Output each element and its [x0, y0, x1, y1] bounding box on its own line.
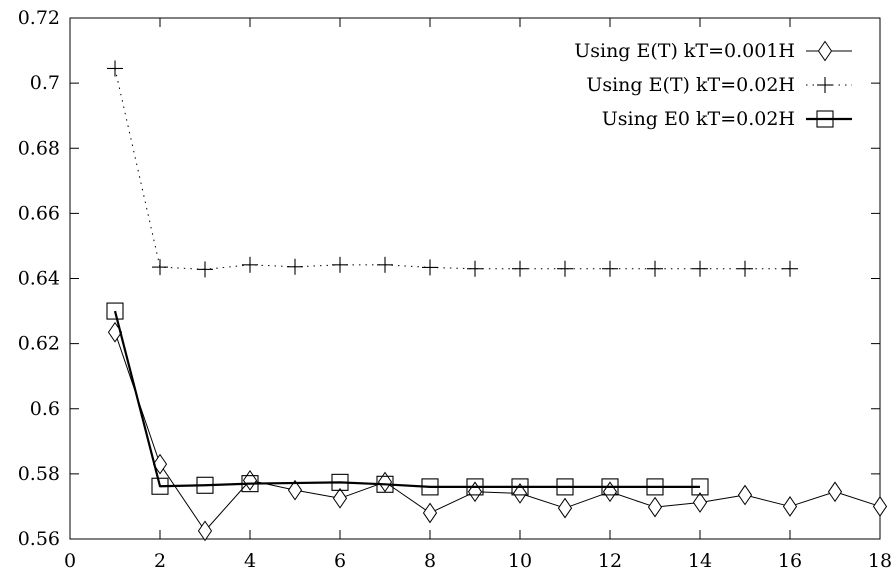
- data-point: [556, 478, 574, 496]
- data-point: [602, 260, 618, 277]
- data-point: [601, 478, 619, 496]
- series-layer: [106, 60, 888, 542]
- data-point: [737, 484, 753, 506]
- x-tick-label: 14: [688, 550, 712, 572]
- legend-marker: [817, 40, 833, 62]
- series-2: [107, 60, 798, 278]
- data-point: [467, 481, 483, 503]
- data-point: [152, 453, 168, 475]
- legend-item: Using E0 kT=0.02H: [602, 108, 852, 130]
- x-tick-label: 10: [508, 550, 532, 572]
- y-tick-label: 0.64: [18, 268, 60, 290]
- axis-ticks: 0 2 4 6 8 10 12 14 16 18 0.56 0.58 0.6 0.62 0.64 0.66 0.…: [18, 7, 892, 572]
- data-point: [737, 260, 753, 277]
- x-tick-label: 8: [424, 550, 436, 572]
- data-point: [512, 483, 528, 504]
- series-1: [107, 321, 888, 542]
- series-line: [114, 68, 790, 270]
- x-tick-label: 16: [778, 550, 802, 572]
- data-point: [646, 478, 664, 496]
- data-point: [197, 520, 213, 542]
- data-point: [692, 260, 708, 277]
- data-point: [332, 487, 348, 509]
- legend-item: Using E(T) kT=0.02H: [586, 74, 852, 96]
- y-tick-label: 0.66: [18, 202, 60, 224]
- data-point: [331, 473, 349, 491]
- data-point: [377, 256, 393, 273]
- data-point: [287, 479, 303, 501]
- data-point: [692, 492, 708, 513]
- y-tick-label: 0.6: [30, 398, 60, 420]
- legend-item: Using E(T) kT=0.001H: [574, 40, 852, 62]
- data-point: [377, 471, 393, 493]
- series-line: [114, 332, 881, 532]
- x-tick-label: 18: [868, 550, 892, 572]
- legend-label: Using E(T) kT=0.02H: [586, 74, 795, 96]
- data-point: [827, 481, 843, 503]
- y-tick-label: 0.62: [18, 333, 60, 355]
- series-line: [113, 310, 700, 488]
- data-point: [422, 259, 438, 276]
- data-point: [152, 259, 168, 276]
- data-point: [287, 258, 303, 275]
- data-point: [197, 261, 213, 278]
- data-point: [512, 260, 528, 277]
- data-point: [602, 481, 618, 503]
- data-point: [467, 260, 483, 277]
- legend-marker: [817, 77, 833, 93]
- data-point: [106, 302, 124, 320]
- data-point: [782, 496, 798, 517]
- data-point: [872, 496, 888, 517]
- data-point: [376, 475, 394, 493]
- data-point: [647, 496, 663, 518]
- data-point: [647, 260, 663, 277]
- series-3: [106, 302, 709, 496]
- data-point: [332, 256, 348, 273]
- y-tick-label: 0.72: [18, 7, 60, 29]
- x-tick-label: 0: [64, 550, 76, 572]
- y-tick-label: 0.58: [18, 463, 60, 485]
- y-tick-label: 0.7: [30, 72, 60, 94]
- legend: Using E(T) kT=0.001H Using E(T) kT=0.02H U…: [574, 40, 852, 130]
- data-point: [196, 476, 214, 494]
- x-tick-label: 6: [334, 550, 346, 572]
- y-tick-label: 0.68: [18, 137, 60, 159]
- data-point: [466, 478, 484, 496]
- data-point: [557, 497, 573, 519]
- data-point: [422, 502, 438, 524]
- data-point: [242, 470, 258, 491]
- data-point: [151, 477, 169, 495]
- x-tick-label: 2: [154, 550, 166, 572]
- x-tick-label: 12: [598, 550, 622, 572]
- data-point: [691, 478, 709, 496]
- data-point: [421, 478, 439, 496]
- data-point: [242, 256, 258, 273]
- data-point: [511, 478, 529, 496]
- plot-frame: [69, 17, 881, 540]
- data-point: [241, 475, 259, 493]
- data-point: [782, 260, 798, 277]
- x-tick-label: 4: [244, 550, 256, 572]
- legend-marker: [816, 110, 834, 128]
- legend-label: Using E(T) kT=0.001H: [574, 40, 795, 62]
- data-point: [557, 260, 573, 277]
- data-point: [107, 60, 123, 77]
- legend-label: Using E0 kT=0.02H: [602, 108, 795, 130]
- y-tick-label: 0.56: [18, 528, 60, 550]
